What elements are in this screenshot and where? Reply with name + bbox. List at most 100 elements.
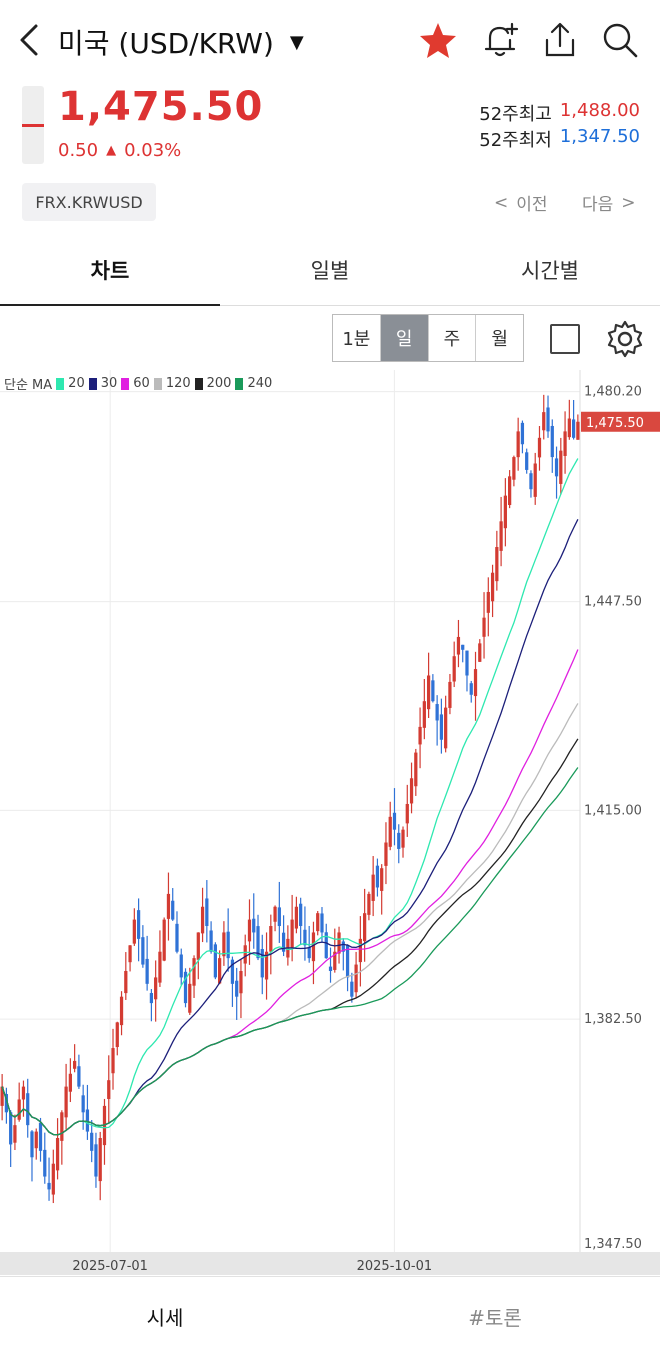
tab-chart[interactable]: 차트 xyxy=(0,234,220,306)
week52-high-label: 52주최고 xyxy=(479,104,552,125)
tab-daily[interactable]: 일별 xyxy=(310,258,350,283)
current-price: 1,475.50 xyxy=(58,84,264,130)
candle-body xyxy=(226,931,230,959)
tab-discussion[interactable]: #토론 xyxy=(468,1305,522,1330)
prev-button[interactable]: < 이전 xyxy=(494,190,548,216)
candle-body xyxy=(363,913,367,942)
candle-body xyxy=(43,1149,47,1177)
search-icon[interactable] xyxy=(598,18,642,62)
candle-body xyxy=(303,929,307,946)
candle-body xyxy=(243,945,247,964)
candle-body xyxy=(418,726,422,745)
candle-body xyxy=(171,900,175,920)
back-arrow-icon[interactable] xyxy=(14,22,44,58)
candle-body xyxy=(388,816,392,847)
candle-body xyxy=(68,1073,72,1092)
ma-legend: 단순 MA 20 30 60 120 200 240 xyxy=(4,374,272,393)
candle-body xyxy=(26,1093,30,1126)
candle-body xyxy=(132,919,136,944)
share-icon[interactable] xyxy=(538,18,582,62)
ma200-swatch-icon xyxy=(194,377,203,390)
candle-body xyxy=(77,1066,81,1087)
star-icon[interactable] xyxy=(416,18,460,62)
candle-body xyxy=(252,918,256,933)
period-month[interactable]: 월 xyxy=(491,329,508,350)
period-week[interactable]: 주 xyxy=(429,315,477,361)
price-chart[interactable]: 1,480.20 1,447.50 1,415.00 1,382.50 1,347.50… xyxy=(0,370,660,1275)
candle-body xyxy=(115,1022,119,1048)
price-axis-label: 1,382.50 xyxy=(584,1012,642,1027)
candle-body xyxy=(529,473,533,490)
candle-body xyxy=(337,932,341,954)
candle-body xyxy=(166,893,171,919)
candle-body xyxy=(550,425,554,458)
candle-body xyxy=(294,906,299,929)
price-axis-label: 1,415.00 xyxy=(584,803,642,818)
ma120-label: 120 xyxy=(165,376,191,391)
candle-body xyxy=(503,495,507,529)
price-axis-label: 1,347.50 xyxy=(584,1237,642,1252)
price-range-bar xyxy=(22,86,44,164)
current-price-tag-label: 1,475.50 xyxy=(586,416,644,431)
page-title[interactable]: 미국 (USD/KRW) ▼ xyxy=(58,22,304,62)
candle-body xyxy=(239,970,243,994)
candle-body xyxy=(380,868,384,891)
prev-label: 이전 xyxy=(516,195,548,215)
candle-body xyxy=(200,906,205,934)
candle-body xyxy=(98,1138,102,1182)
candle-body xyxy=(354,964,358,993)
candle-body xyxy=(4,1094,9,1113)
candle-body xyxy=(426,675,431,710)
candle-body xyxy=(452,656,456,682)
week52-high-value: 1,488.00 xyxy=(559,100,640,121)
candle-body xyxy=(51,1163,55,1195)
next-button[interactable]: 다음 > xyxy=(582,190,636,216)
candle-body xyxy=(111,1048,115,1074)
ma-legend-prefix: 단순 MA xyxy=(4,378,53,393)
candle-body xyxy=(38,1122,43,1151)
candle-body xyxy=(269,926,273,952)
candle-body xyxy=(371,874,375,901)
ma240-label: 240 xyxy=(247,376,273,391)
candle-body xyxy=(136,910,141,939)
candle-body xyxy=(0,1086,4,1106)
candle-body xyxy=(94,1144,98,1177)
candle-body xyxy=(490,572,495,602)
up-arrow-icon: ▲ xyxy=(106,143,117,158)
candle-body xyxy=(448,681,452,708)
candle-body xyxy=(320,913,324,933)
candle-body xyxy=(205,898,209,927)
tab-quote[interactable]: 시세 xyxy=(146,1305,184,1330)
candle-body xyxy=(333,951,337,970)
bell-plus-icon[interactable] xyxy=(478,18,522,62)
gear-icon[interactable] xyxy=(604,318,646,360)
next-label: 다음 xyxy=(582,195,614,215)
current-price-tag xyxy=(581,411,660,432)
period-1min[interactable]: 1분 xyxy=(333,315,381,361)
candle-body xyxy=(218,958,222,984)
price-axis-label: 1,447.50 xyxy=(584,595,642,610)
candle-body xyxy=(392,812,397,830)
price-change: 0.50 ▲ 0.03% xyxy=(58,140,181,161)
candle-body xyxy=(435,704,439,721)
tab-hourly[interactable]: 시간별 xyxy=(521,258,579,283)
candle-body xyxy=(567,418,571,438)
candle-body xyxy=(516,431,520,458)
candle-body xyxy=(124,970,128,994)
period-day[interactable]: 일 xyxy=(380,315,429,361)
candle-body xyxy=(384,842,388,866)
candle-body xyxy=(260,949,264,978)
candle-body xyxy=(9,1112,13,1145)
candle-body xyxy=(542,412,546,431)
candle-body xyxy=(414,752,418,787)
candle-body xyxy=(341,941,345,952)
candle-body xyxy=(358,938,362,963)
ma60-label: 60 xyxy=(133,376,150,391)
candle-body xyxy=(290,919,294,949)
date-axis-label: 2025-10-01 xyxy=(357,1259,433,1274)
fullscreen-square-icon[interactable] xyxy=(550,324,580,354)
view-tabs: 차트 일별 시간별 xyxy=(0,234,660,306)
candle-body xyxy=(13,1125,17,1143)
ma-line-240 xyxy=(1,767,579,1136)
candle-body xyxy=(235,980,239,997)
